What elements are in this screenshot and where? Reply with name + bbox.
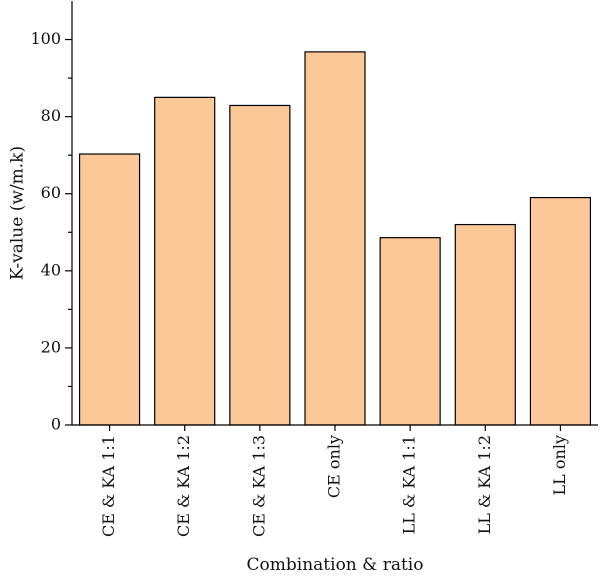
bar-4 — [304, 51, 366, 426]
y-tick-label-20: 20 — [41, 337, 61, 356]
bar-2 — [154, 96, 216, 426]
x-axis-title: Combination & ratio — [247, 555, 424, 575]
x-tick-label-1: CE & KA 1:1 — [99, 435, 118, 537]
x-tick-label-2: CE & KA 1:2 — [174, 435, 193, 537]
y-tick-label-80: 80 — [41, 106, 61, 125]
y-ticks-group: 0 20 40 60 80 100 — [30, 29, 72, 434]
x-ticks-group: CE & KA 1:1 CE & KA 1:2 CE & KA 1:3 CE only… — [99, 425, 569, 537]
bar-6 — [454, 223, 516, 426]
y-axis-title: K-value (w/m.k) — [8, 146, 28, 280]
x-tick-label-5: LL & KA 1:1 — [400, 435, 419, 534]
x-tick-label-7: LL only — [550, 435, 569, 495]
bar-3 — [229, 104, 291, 426]
x-tick-label-4: CE only — [325, 435, 344, 498]
y-tick-label-100: 100 — [30, 29, 61, 48]
y-tick-label-40: 40 — [41, 260, 61, 279]
bars-group — [78, 51, 592, 426]
y-tick-label-0: 0 — [51, 415, 61, 434]
x-tick-label-6: LL & KA 1:2 — [475, 435, 494, 534]
bar-5 — [379, 237, 441, 426]
bar-7 — [529, 196, 592, 426]
x-tick-label-3: CE & KA 1:3 — [249, 435, 268, 537]
y-tick-label-60: 60 — [41, 183, 61, 202]
bar-1 — [78, 153, 141, 426]
